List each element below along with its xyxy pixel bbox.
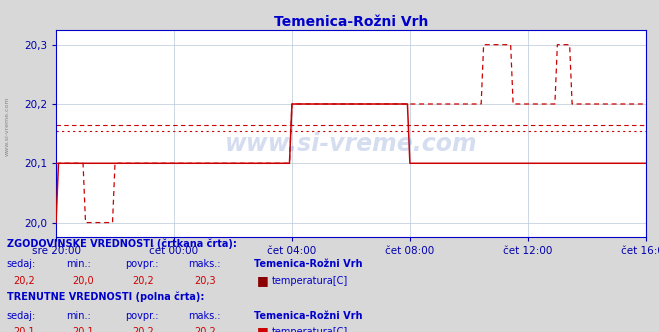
Text: ZGODOVINSKE VREDNOSTI (črtkana črta):: ZGODOVINSKE VREDNOSTI (črtkana črta):: [7, 239, 237, 249]
Text: ■: ■: [257, 274, 269, 287]
Text: Temenica-Rožni Vrh: Temenica-Rožni Vrh: [254, 259, 362, 269]
Text: 20,2: 20,2: [194, 327, 216, 332]
Text: temperatura[C]: temperatura[C]: [272, 276, 349, 286]
Text: www.si-vreme.com: www.si-vreme.com: [225, 132, 477, 156]
Text: 20,2: 20,2: [132, 327, 154, 332]
Text: 20,2: 20,2: [132, 276, 154, 286]
Text: 20,3: 20,3: [194, 276, 216, 286]
Text: sedaj:: sedaj:: [7, 259, 36, 269]
Text: temperatura[C]: temperatura[C]: [272, 327, 349, 332]
Title: Temenica-Rožni Vrh: Temenica-Rožni Vrh: [273, 15, 428, 29]
Text: 20,2: 20,2: [13, 276, 35, 286]
Text: povpr.:: povpr.:: [125, 311, 159, 321]
Text: min.:: min.:: [66, 259, 91, 269]
Text: maks.:: maks.:: [188, 259, 220, 269]
Text: povpr.:: povpr.:: [125, 259, 159, 269]
Text: Temenica-Rožni Vrh: Temenica-Rožni Vrh: [254, 311, 362, 321]
Text: 20,1: 20,1: [72, 327, 94, 332]
Text: maks.:: maks.:: [188, 311, 220, 321]
Text: TRENUTNE VREDNOSTI (polna črta):: TRENUTNE VREDNOSTI (polna črta):: [7, 292, 204, 302]
Text: 20,0: 20,0: [72, 276, 94, 286]
Text: www.si-vreme.com: www.si-vreme.com: [5, 96, 10, 156]
Text: sedaj:: sedaj:: [7, 311, 36, 321]
Text: min.:: min.:: [66, 311, 91, 321]
Text: 20,1: 20,1: [13, 327, 35, 332]
Text: ■: ■: [257, 325, 269, 332]
